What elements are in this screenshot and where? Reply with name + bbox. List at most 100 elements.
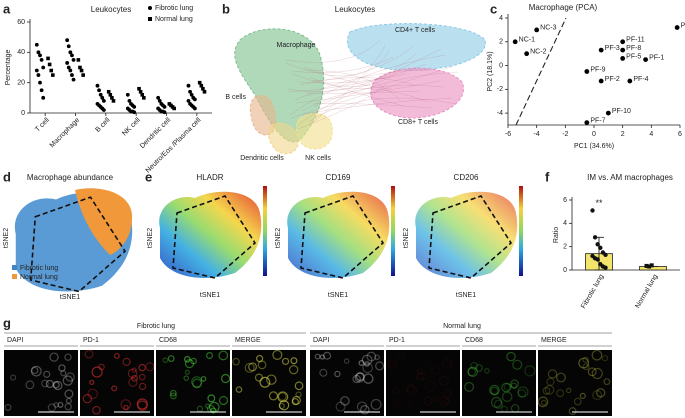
network-edge: [311, 46, 414, 82]
cell: [389, 364, 396, 371]
network-edge: [303, 66, 392, 90]
cluster-region: [295, 113, 333, 150]
x-tick-label: -2: [562, 131, 568, 138]
data-point: [132, 110, 137, 115]
cell: [190, 357, 197, 365]
cell: [370, 398, 382, 410]
cell: [361, 354, 373, 366]
data-point: [674, 25, 680, 30]
cell: [205, 403, 211, 409]
data-point: [70, 53, 74, 58]
cell: [278, 400, 290, 411]
data-point: [156, 95, 161, 100]
data-point: [36, 73, 41, 77]
cell: [291, 398, 299, 406]
tsne-gate: [172, 195, 257, 279]
cell: [290, 357, 298, 365]
legend-label: Normal lung: [20, 274, 58, 281]
data-point: [603, 265, 608, 270]
x-axis-label: PC1 (34.6%): [574, 143, 614, 150]
y-tick-label: 6: [563, 197, 567, 204]
cell: [467, 367, 477, 377]
cell: [579, 392, 586, 399]
data-point: [49, 68, 54, 73]
cell: [489, 384, 500, 396]
cell: [578, 357, 590, 369]
network-edge: [301, 84, 444, 112]
reference-line: [515, 17, 567, 126]
x-tick-label: 2: [621, 131, 625, 138]
cell: [196, 405, 204, 413]
network-edge: [287, 52, 418, 92]
y-tick-label: 4: [499, 15, 503, 22]
data-point: [186, 83, 191, 88]
network-edge: [310, 77, 405, 107]
tsne-title: Macrophage abundance: [27, 173, 114, 182]
cell: [206, 352, 214, 360]
data-point: [39, 88, 44, 93]
cell: [441, 358, 453, 369]
cell: [364, 361, 370, 367]
cell: [120, 399, 132, 410]
data-point: [197, 80, 202, 85]
cell: [506, 351, 516, 362]
y-tick-label: 40: [17, 49, 25, 56]
cell: [542, 386, 551, 395]
cell: [57, 401, 64, 408]
data-point: [111, 99, 116, 103]
cell: [582, 363, 590, 371]
network-edge: [290, 65, 455, 119]
cell: [546, 377, 555, 386]
data-point: [592, 235, 598, 240]
x-tick-label: Dendritic cell: [139, 116, 173, 150]
micrograph: [462, 350, 536, 416]
data-point: [620, 47, 626, 53]
data-point: [47, 62, 52, 67]
cell: [92, 405, 101, 415]
data-point: [68, 50, 73, 55]
cell: [374, 354, 380, 361]
cell: [127, 368, 138, 379]
data-point: [106, 89, 111, 94]
data-point: [162, 110, 167, 115]
cell: [183, 375, 189, 381]
cell: [393, 399, 400, 407]
cell: [167, 355, 175, 362]
data-point: [66, 65, 71, 70]
cell: [257, 360, 267, 370]
cell: [235, 386, 243, 393]
network-edge: [294, 69, 431, 101]
cell: [596, 388, 606, 398]
cell: [60, 370, 67, 377]
panel-letter: b: [222, 1, 230, 16]
network-edge: [285, 50, 390, 77]
chart-title: IM vs. AM macrophages: [587, 173, 673, 182]
tsne-gate: [29, 196, 127, 293]
data-point: [598, 78, 604, 84]
cell: [603, 378, 611, 386]
x-axis-label: tSNE1: [200, 292, 220, 299]
marker-title: HLADR: [196, 173, 223, 182]
legend-label: Fibrotic lung: [20, 265, 58, 272]
cell: [396, 353, 405, 362]
legend-marker: [12, 265, 17, 270]
data-point: [598, 47, 604, 53]
y-tick-label: -2: [497, 86, 503, 93]
data-point: [140, 93, 145, 97]
channel-label: PD-1: [389, 337, 405, 344]
cell: [601, 355, 609, 362]
cell: [169, 392, 177, 400]
cell: [183, 355, 191, 363]
cell: [510, 379, 519, 389]
cell: [65, 372, 75, 382]
panel-letter: g: [3, 315, 11, 330]
data-point: [595, 257, 600, 262]
cluster-region: [267, 122, 299, 155]
x-tick-label: -6: [505, 131, 511, 138]
cell: [49, 352, 59, 362]
data-point: [78, 65, 82, 70]
marker-title: CD206: [454, 173, 479, 182]
data-point: [201, 86, 205, 91]
cell: [568, 407, 577, 416]
network-edge: [297, 82, 388, 130]
